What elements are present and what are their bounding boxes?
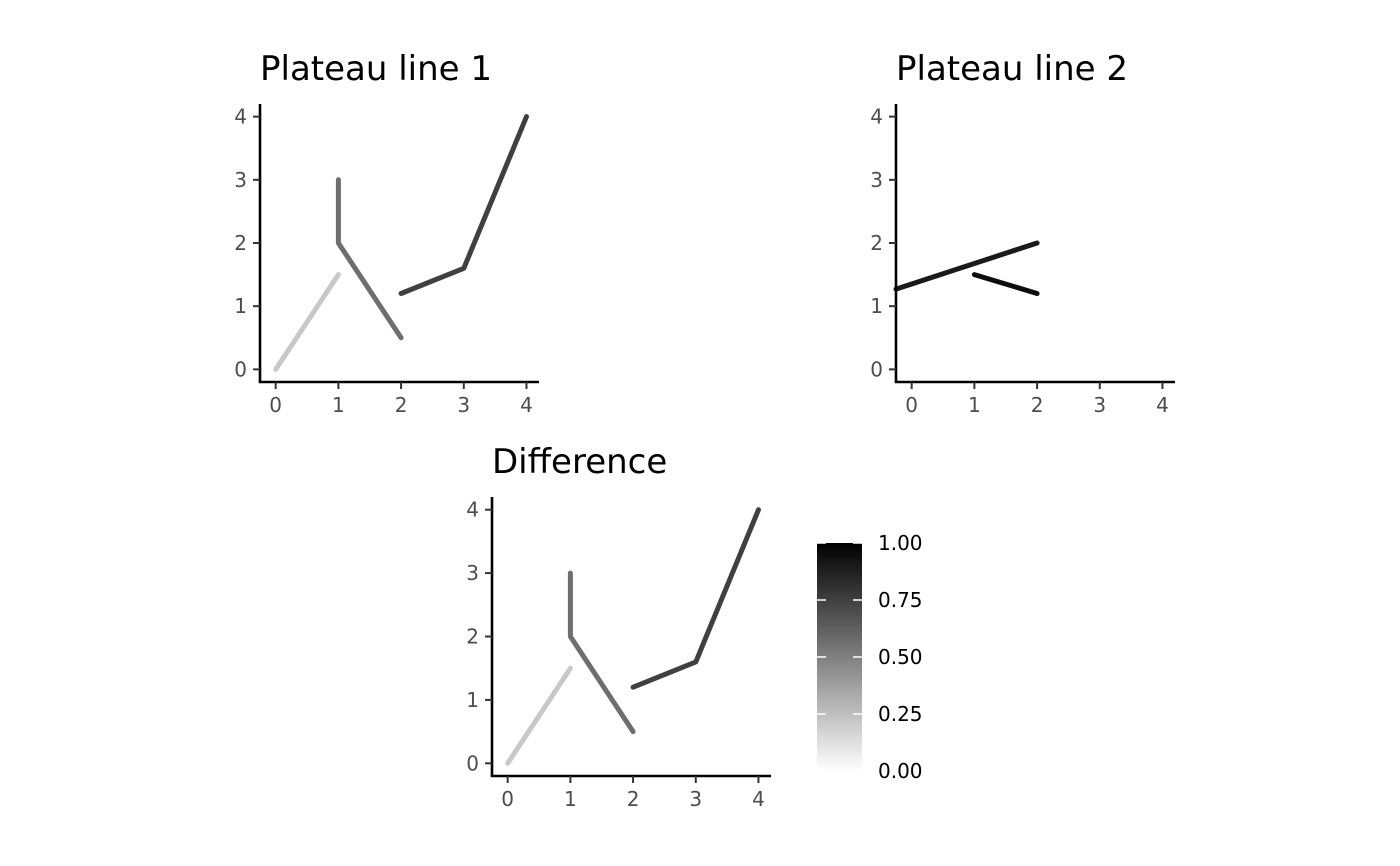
- y-tick-label: 1: [234, 294, 247, 318]
- y-tick-label: 3: [466, 561, 479, 585]
- x-tick-label: 4: [752, 787, 765, 811]
- y-tick-label: 1: [466, 688, 479, 712]
- plot-area-1: 0 1 2 3 4 0 1 2 3 4: [234, 104, 539, 417]
- colorbar-label: 0.50: [878, 645, 923, 669]
- series-line-2: [567, 570, 636, 735]
- series-line-2: [971, 272, 1040, 296]
- y-tick-label: 3: [234, 168, 247, 192]
- plot-area-2: 0 1 2 3 4 0 1 2 3 4: [870, 104, 1175, 417]
- x-tick-label: 1: [564, 787, 577, 811]
- y-tick-label: 2: [870, 231, 883, 255]
- x-tick-label: 4: [520, 393, 533, 417]
- colorbar-label: 0.25: [878, 702, 923, 726]
- series-line-3: [630, 507, 761, 690]
- panel-plateau-line-1: Plateau line 1 0 1 2 3 4 0 1 2 3 4: [234, 49, 539, 417]
- x-tick-label: 0: [905, 393, 918, 417]
- y-tick-label: 1: [870, 294, 883, 318]
- series-line-1: [273, 272, 341, 372]
- x-tick-label: 2: [627, 787, 640, 811]
- series-line-1: [893, 240, 1040, 292]
- y-tick-label: 2: [234, 231, 247, 255]
- series-line-2: [335, 177, 404, 341]
- y-tick-label: 0: [234, 357, 247, 381]
- panel-plateau-line-2: Plateau line 2 0 1 2 3 4 0 1 2 3 4: [870, 49, 1175, 417]
- x-tick-label: 2: [395, 393, 408, 417]
- x-tick-label: 3: [689, 787, 702, 811]
- colorbar-legend: 1.00 0.75 0.50 0.25 0.00: [817, 531, 923, 783]
- y-tick-label: 2: [466, 625, 479, 649]
- x-tick-label: 0: [501, 787, 514, 811]
- panel-difference: Difference 0 1 2 3 4 0 1 2 3 4: [466, 442, 771, 811]
- panel-title-plateau-line-1: Plateau line 1: [260, 49, 492, 89]
- panel-title-plateau-line-2: Plateau line 2: [896, 49, 1128, 89]
- series-line-3: [398, 114, 529, 296]
- colorbar-label: 0.00: [878, 759, 923, 783]
- panel-title-difference: Difference: [492, 442, 667, 482]
- y-tick-label: 0: [870, 357, 883, 381]
- x-tick-label: 1: [968, 393, 981, 417]
- colorbar-label: 1.00: [878, 531, 923, 555]
- x-tick-label: 3: [1093, 393, 1106, 417]
- y-tick-label: 3: [870, 168, 883, 192]
- x-tick-label: 1: [332, 393, 345, 417]
- x-tick-label: 4: [1156, 393, 1169, 417]
- x-tick-label: 3: [457, 393, 470, 417]
- x-tick-label: 0: [269, 393, 282, 417]
- plot-area-difference: 0 1 2 3 4 0 1 2 3 4: [466, 497, 771, 811]
- series-line-1: [505, 665, 573, 766]
- y-tick-label: 0: [466, 751, 479, 775]
- y-tick-label: 4: [466, 498, 479, 522]
- y-tick-label: 4: [234, 105, 247, 129]
- y-tick-label: 4: [870, 105, 883, 129]
- colorbar-label: 0.75: [878, 588, 923, 612]
- x-tick-label: 2: [1031, 393, 1044, 417]
